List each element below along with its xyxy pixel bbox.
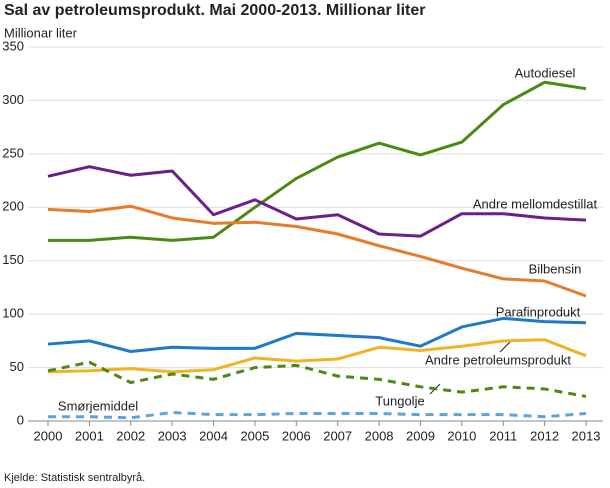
x-tick-label: 2012	[530, 428, 559, 443]
y-tick-label: 150	[2, 252, 24, 267]
y-tick-label: 100	[2, 306, 24, 321]
y-tick-label: 0	[17, 412, 24, 427]
x-tick-label: 2006	[282, 428, 311, 443]
y-tick-label: 350	[2, 38, 24, 53]
series-label: Autodiesel	[515, 65, 576, 80]
series-line	[47, 165, 587, 238]
series-label: Smørjemiddel	[58, 398, 138, 413]
x-tick-label: 2005	[240, 428, 269, 443]
series-line	[47, 338, 587, 374]
x-tick-label: 2013	[572, 428, 601, 443]
x-tick-label: 2004	[199, 428, 228, 443]
source: Kjelde: Statistisk sentralbyrå.	[4, 472, 145, 484]
y-tick-label: 300	[2, 92, 24, 107]
x-tick-label: 2007	[323, 428, 352, 443]
x-tick-label: 2000	[34, 428, 63, 443]
chart-title: Sal av petroleumsprodukt. Mai 2000-2013.…	[4, 2, 425, 19]
series-line	[48, 80, 587, 242]
x-tick-label: 2010	[447, 428, 476, 443]
x-tick-label: 2011	[489, 428, 517, 443]
x-tick-label: 2002	[116, 428, 145, 443]
series-line	[48, 410, 587, 420]
y-tick-label: 50	[10, 359, 24, 374]
y-axis-label: Millionar liter	[4, 25, 78, 40]
x-tick-label: 2008	[365, 428, 394, 443]
series-label: Parafinprodukt	[496, 304, 581, 319]
x-tick-label: 2001	[75, 428, 104, 443]
y-tick-label: 250	[2, 145, 24, 160]
x-tick-label: 2009	[406, 428, 435, 443]
x-tick-label: 2003	[158, 428, 187, 443]
series-line	[47, 204, 587, 298]
series-label: Tungolje	[375, 393, 424, 408]
series-label: Bilbensin	[529, 261, 582, 276]
series-label: Andre mellomdestillat	[473, 196, 598, 211]
y-tick-label: 200	[2, 199, 24, 214]
series-line	[47, 316, 587, 354]
series-label: Andre petroleumsprodukt	[425, 352, 571, 367]
